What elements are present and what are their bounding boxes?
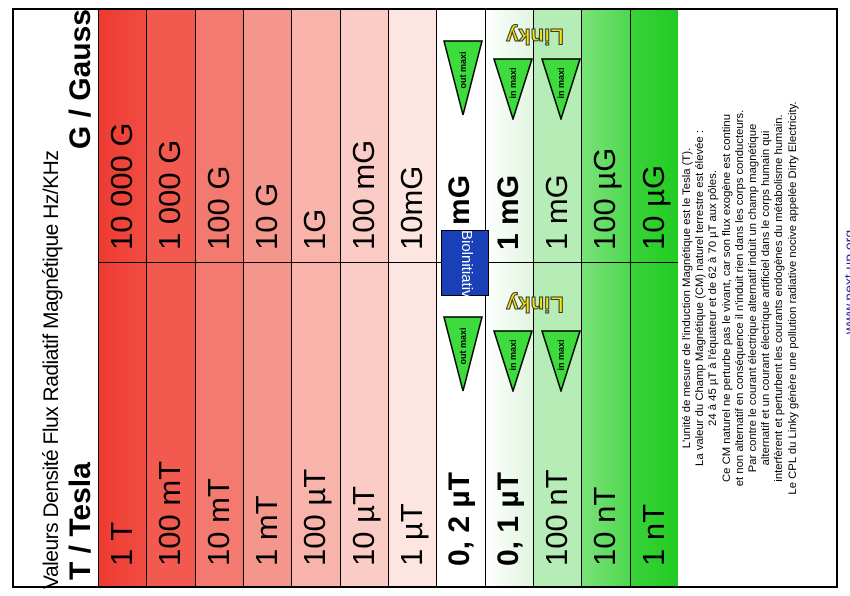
tesla-value: 10 nT (587, 486, 623, 566)
header-title: Valeurs Densité Flux Radiatif Magnétique… (40, 150, 63, 589)
info-line: Le CPL du Linky génère une pollution rad… (786, 101, 799, 495)
linky-label-bottom: Linky (506, 292, 564, 318)
bioinitiative-badge: Biolnitiative (441, 230, 489, 306)
value-column (339, 10, 388, 586)
column-divider (291, 10, 293, 586)
info-line: La valeur du Champ Magnétique (CM) natur… (694, 130, 707, 466)
column-divider (339, 10, 341, 586)
info-line: et non alternatif en conséquence il n'in… (733, 109, 746, 487)
gauss-value: 100 µG (587, 147, 623, 250)
info-panel: L'unité de mesure de l'induction Magnéti… (678, 10, 822, 586)
info-line: L'unité de mesure de l'induction Magnéti… (681, 147, 693, 449)
column-divider (436, 10, 438, 586)
website-link[interactable]: www.next-up.org (841, 229, 850, 335)
header-column (14, 10, 98, 586)
gauss-value: 100 mG (345, 139, 381, 250)
value-column (98, 10, 147, 586)
info-line: alternatif et un courant électrique arti… (760, 130, 773, 466)
tesla-value: 1 T (104, 521, 140, 566)
value-column (242, 10, 292, 586)
tesla-value: 1 nT (635, 503, 671, 566)
column-divider (484, 10, 486, 586)
tesla-value: 100 mT (152, 460, 188, 566)
unit-tesla-label: T / Tesla (64, 462, 97, 580)
value-column (581, 10, 630, 586)
gauss-value: 10 µG (635, 164, 671, 250)
unit-gauss-label: G / Gauss (64, 9, 97, 150)
info-lines: L'unité de mesure de l'induction Magnéti… (681, 10, 800, 586)
out-maxi-triangle-top: out maxi (443, 40, 483, 116)
column-divider (629, 10, 631, 586)
gauss-value: 10 G (249, 182, 285, 250)
value-column (387, 10, 437, 586)
chart-frame: Valeurs Densité Flux Radiatif Magnétique… (12, 8, 850, 589)
gauss-value: 1 000 G (152, 139, 188, 250)
in-maxi-triangle-top-2: in maxi (541, 58, 581, 120)
column-divider (532, 10, 534, 586)
column-divider (387, 10, 389, 586)
gauss-value: 1G (297, 208, 333, 250)
tesla-value: 10 µT (345, 486, 381, 566)
in-maxi-triangle-top-1: in maxi (493, 58, 533, 120)
out-maxi-triangle-bottom: out maxi (443, 316, 483, 392)
gauss-value: 10 000 G (104, 122, 140, 250)
column-divider (194, 10, 196, 586)
column-divider (581, 10, 583, 586)
column-divider (242, 10, 244, 586)
value-column (291, 10, 340, 586)
value-column (629, 10, 678, 586)
linky-label-top: Linky (506, 24, 564, 50)
value-column (146, 10, 195, 586)
tesla-value: 10 mT (200, 478, 236, 566)
gauss-value: 10mG (394, 165, 430, 250)
column-divider (98, 10, 99, 586)
midline (98, 262, 678, 263)
info-line: interfèrent et perturbent les courants e… (773, 114, 786, 482)
value-column (194, 10, 243, 586)
info-line: Ce CM naturel ne perturbe pas le vivant,… (720, 114, 733, 482)
gauss-value: 100 G (200, 165, 236, 250)
tesla-value: 100 µT (297, 468, 333, 566)
in-maxi-triangle-bottom-2: in maxi (541, 330, 581, 392)
info-line: 24 à 45 µT à l'équateur et de 62 à 70 µT… (707, 170, 720, 426)
info-line: Par contre le courant électrique alterna… (747, 123, 760, 473)
tesla-value: 1 µT (394, 503, 430, 566)
tesla-value: 1 mT (249, 495, 285, 566)
column-divider (146, 10, 148, 586)
info-text: L'unité de mesure de l'induction Magnéti… (678, 10, 822, 586)
in-maxi-triangle-bottom-1: in maxi (493, 330, 533, 392)
